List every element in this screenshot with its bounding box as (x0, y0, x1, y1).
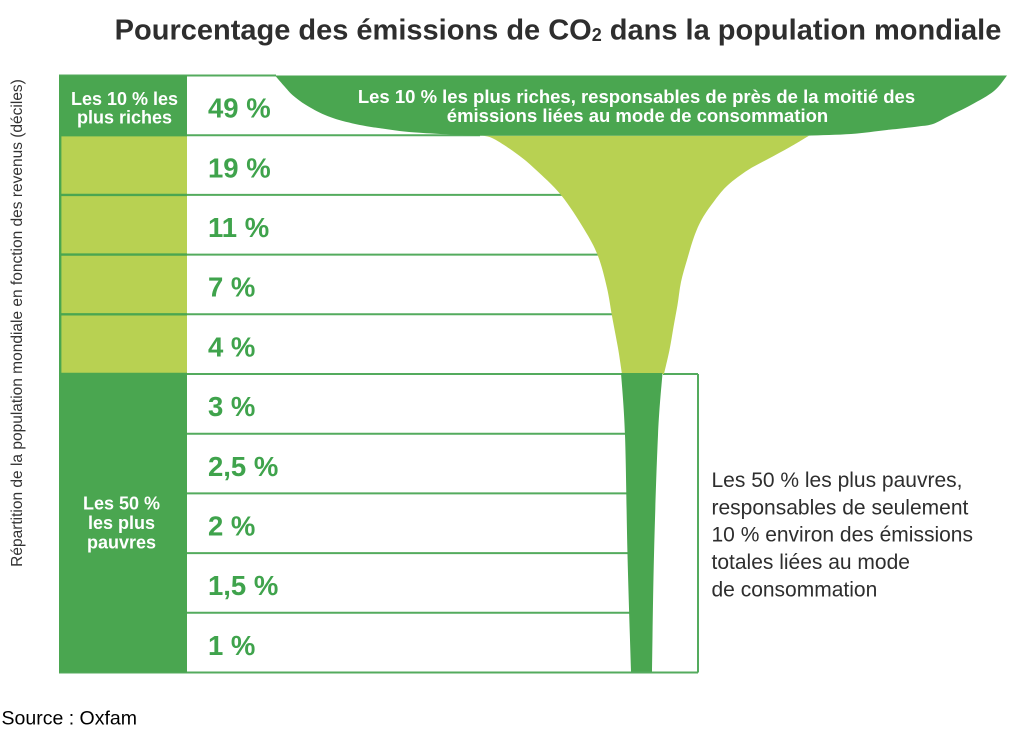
svg-text:totales liées au mode: totales liées au mode (712, 551, 910, 574)
svg-text:49 %: 49 % (208, 93, 271, 124)
svg-text:Les 50 %: Les 50 % (83, 493, 160, 513)
svg-text:11 %: 11 % (208, 212, 269, 243)
svg-text:pauvres: pauvres (87, 532, 156, 552)
svg-text:Pourcentage des émissions de C: Pourcentage des émissions de CO2 dans la… (115, 15, 1002, 47)
svg-text:Les 10 % les: Les 10 % les (71, 89, 178, 109)
svg-text:19 %: 19 % (208, 152, 271, 183)
svg-text:les plus: les plus (88, 513, 155, 533)
svg-text:2,5 %: 2,5 % (208, 451, 278, 482)
svg-text:Les 50 % les plus pauvres,: Les 50 % les plus pauvres, (712, 469, 963, 492)
svg-text:responsables de seulement: responsables de seulement (712, 496, 969, 519)
svg-text:de consommation: de consommation (712, 579, 878, 602)
svg-text:10 % environ des émissions: 10 % environ des émissions (712, 524, 973, 547)
svg-text:plus riches: plus riches (77, 108, 172, 128)
svg-text:2 %: 2 % (208, 511, 255, 542)
svg-text:1,5 %: 1,5 % (208, 570, 278, 601)
svg-text:Source : Oxfam: Source : Oxfam (2, 708, 137, 730)
svg-text:4 %: 4 % (208, 331, 255, 362)
svg-text:Répartition de la population m: Répartition de la population mondiale en… (9, 79, 26, 567)
svg-text:3 %: 3 % (208, 391, 255, 422)
svg-text:Les 10 % les plus riches, resp: Les 10 % les plus riches, responsables d… (358, 86, 915, 107)
svg-text:émissions liées au mode de con: émissions liées au mode de consommation (447, 105, 828, 126)
svg-text:1 %: 1 % (208, 630, 255, 661)
svg-text:7 %: 7 % (208, 272, 255, 303)
